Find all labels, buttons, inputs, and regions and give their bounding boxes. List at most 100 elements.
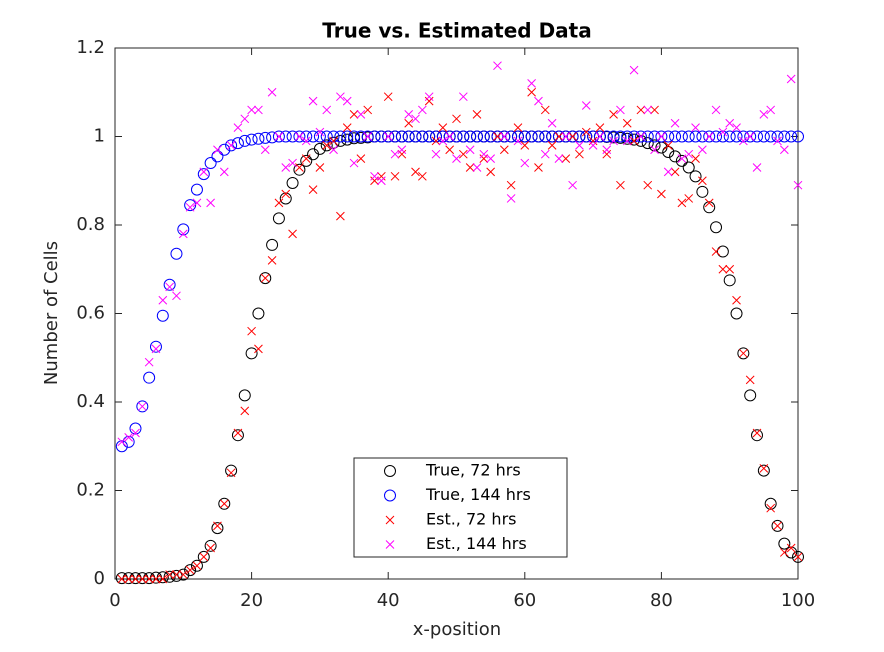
circle-marker — [600, 130, 613, 143]
circle-marker — [211, 522, 224, 535]
x-marker — [260, 145, 270, 155]
x-marker — [356, 110, 366, 119]
x-marker — [472, 110, 482, 119]
x-marker — [499, 132, 509, 141]
x-marker — [486, 154, 496, 163]
circle-marker — [368, 130, 381, 143]
x-axis-label: x-position — [413, 619, 501, 640]
circle-marker — [272, 130, 285, 143]
circle-marker — [402, 130, 415, 143]
x-marker — [199, 167, 209, 177]
y-tick-label: 1.2 — [76, 37, 105, 58]
x-marker — [520, 158, 530, 168]
circle-marker — [587, 130, 600, 143]
x-marker — [199, 552, 209, 562]
x-marker — [561, 154, 571, 163]
circle-marker — [163, 278, 176, 291]
x-marker — [568, 180, 577, 190]
x-marker — [247, 105, 256, 115]
circle-marker — [231, 137, 244, 150]
circle-marker — [430, 130, 443, 143]
x-marker — [745, 132, 755, 141]
circle-marker — [764, 130, 777, 143]
x-marker — [479, 154, 489, 163]
circle-marker — [641, 137, 654, 150]
circle-marker — [149, 340, 162, 353]
circle-marker — [177, 223, 190, 236]
circle-marker — [470, 130, 483, 143]
x-marker — [315, 127, 325, 137]
x-marker — [390, 149, 400, 159]
x-marker — [540, 149, 550, 159]
circle-marker — [696, 185, 709, 198]
circle-marker — [384, 465, 396, 477]
x-marker — [513, 123, 523, 133]
circle-marker — [395, 130, 408, 143]
y-tick-label: 0.8 — [76, 214, 105, 235]
x-marker — [240, 406, 250, 416]
circle-marker — [559, 130, 572, 143]
x-tick-label: 40 — [377, 590, 400, 611]
circle-marker — [682, 161, 695, 174]
circle-marker — [286, 176, 299, 189]
circle-marker — [436, 130, 449, 143]
circle-marker — [751, 429, 764, 442]
x-marker — [609, 110, 618, 119]
circle-marker — [450, 130, 463, 143]
x-marker — [124, 574, 134, 584]
circle-marker — [662, 130, 675, 143]
x-marker — [759, 110, 769, 119]
x-marker — [383, 92, 393, 102]
circle-marker — [122, 435, 135, 448]
x-marker — [554, 132, 564, 141]
circle-marker — [245, 133, 258, 146]
x-marker — [144, 574, 154, 584]
y-axis-label: Number of Cells — [41, 241, 62, 385]
circle-marker — [737, 130, 750, 143]
x-marker — [295, 163, 304, 172]
x-marker — [786, 74, 796, 84]
x-marker — [739, 136, 748, 146]
circle-marker — [723, 130, 736, 143]
circle-marker — [593, 130, 606, 143]
x-marker — [670, 167, 680, 177]
x-marker — [431, 149, 441, 159]
circle-marker — [218, 143, 231, 156]
x-marker — [698, 176, 707, 186]
circle-marker — [648, 139, 661, 152]
circle-marker — [320, 130, 333, 143]
x-marker — [506, 180, 516, 190]
y-tick-label: 0 — [94, 568, 105, 589]
x-marker — [670, 118, 680, 128]
x-marker — [288, 158, 297, 168]
x-marker — [385, 540, 395, 549]
x-marker — [274, 132, 284, 141]
x-marker — [192, 561, 202, 571]
x-marker — [602, 145, 612, 155]
x-marker — [315, 163, 325, 172]
circle-marker — [552, 130, 565, 143]
x-marker — [493, 61, 502, 71]
circle-marker — [423, 130, 436, 143]
x-tick-label: 0 — [109, 590, 120, 611]
circle-marker — [696, 130, 709, 143]
x-marker — [185, 202, 195, 212]
x-marker — [677, 198, 687, 208]
x-marker — [568, 132, 577, 141]
x-marker — [588, 136, 598, 146]
x-marker — [377, 176, 386, 186]
x-marker — [301, 154, 311, 163]
circle-marker — [115, 440, 128, 453]
x-marker — [684, 194, 694, 203]
circle-marker — [675, 130, 688, 143]
series — [115, 130, 804, 453]
x-marker — [595, 123, 605, 133]
x-marker — [178, 229, 188, 239]
x-marker — [773, 136, 782, 146]
circle-marker — [341, 133, 354, 146]
x-marker — [370, 171, 379, 181]
circle-marker — [669, 150, 682, 163]
circle-marker — [129, 422, 142, 435]
x-marker — [739, 348, 748, 358]
